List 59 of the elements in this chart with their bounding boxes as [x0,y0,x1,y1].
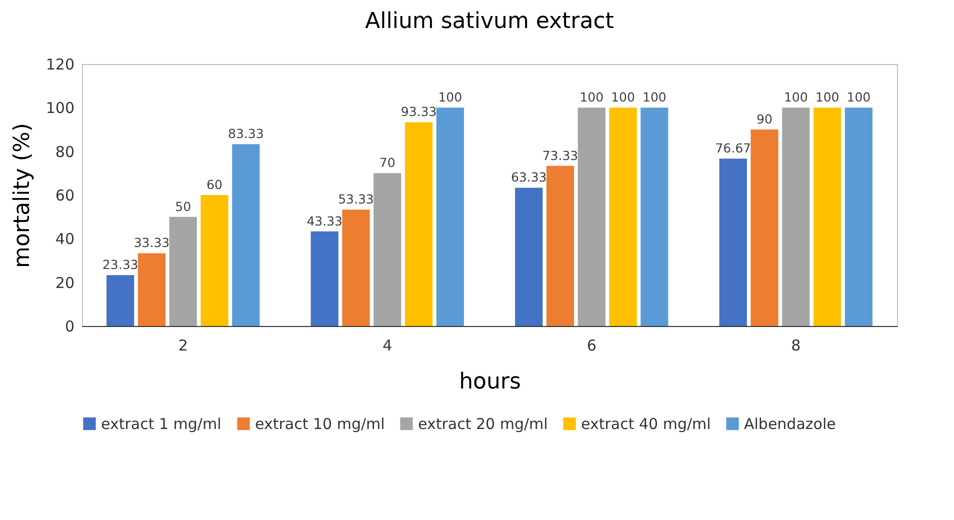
legend-label: extract 1 mg/ml [101,414,222,433]
data-label: 100 [611,90,635,105]
bar [106,275,134,326]
legend-label: extract 40 mg/ml [581,414,711,433]
legend-label: extract 10 mg/ml [255,414,385,433]
bar [138,253,166,326]
y-tick-label: 100 [46,99,74,118]
data-label: 76.67 [715,140,752,156]
bar [578,108,606,326]
bar [750,130,778,326]
bar [200,195,228,326]
data-label: 33.33 [134,235,170,250]
y-tick-label: 120 [46,56,74,74]
data-label: 100 [438,90,462,105]
data-label: 63.33 [510,170,547,185]
data-label: 100 [642,90,666,105]
bar [719,158,747,326]
data-label: 100 [580,90,604,105]
bar [844,108,872,326]
x-tick-label: 4 [382,336,392,354]
legend-label: Albendazole [744,414,836,433]
legend-label: extract 20 mg/ml [418,414,548,433]
y-tick-label: 80 [55,142,74,161]
data-label: 73.33 [542,148,578,163]
data-label: 60 [206,177,222,192]
data-label: 93.33 [400,104,437,120]
x-tick-label: 8 [791,336,801,354]
bar [546,166,574,326]
y-tick-label: 0 [64,318,74,336]
data-label: 100 [846,90,871,105]
data-label: 23.33 [102,257,138,272]
y-tick-label: 40 [55,230,74,248]
bar [169,216,197,326]
y-tick-label: 60 [55,186,74,204]
bar [342,210,370,326]
y-tick-label: 20 [55,274,74,292]
data-label: 43.33 [306,213,342,228]
data-label: 83.33 [228,126,264,142]
data-label: 70 [379,155,396,170]
data-label: 100 [784,90,808,105]
x-axis-title: hours [459,370,521,394]
data-label: 90 [756,112,772,126]
x-tick-label: 6 [586,336,596,354]
data-label: 50 [175,198,192,214]
data-label: 100 [815,90,840,105]
x-tick-label: 2 [178,336,188,354]
bar [232,144,260,326]
data-label: 53.33 [338,192,374,207]
bar [374,173,402,326]
bar [609,108,637,326]
y-axis-title: mortality (%) [10,123,35,268]
bar [515,188,543,326]
bar [813,108,842,326]
bar [782,108,810,326]
bar [436,108,464,326]
bar [640,108,668,326]
bar [310,231,338,326]
chart-title: Allium sativum extract [365,9,614,34]
bar [404,122,433,326]
